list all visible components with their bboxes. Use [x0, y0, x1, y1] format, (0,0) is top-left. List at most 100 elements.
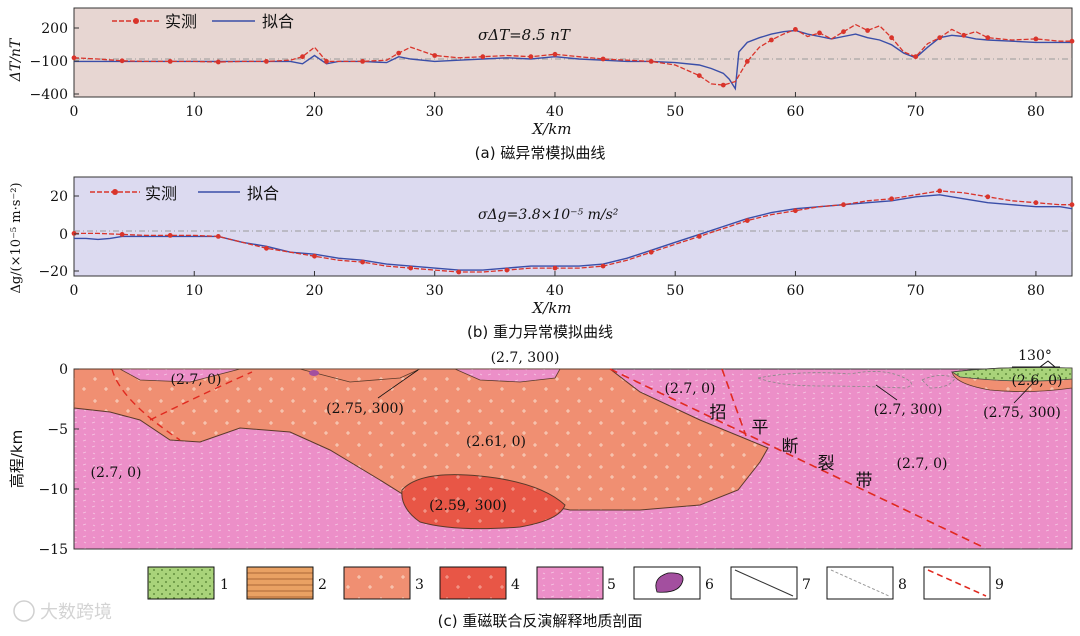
- data-point-measured: [600, 56, 606, 62]
- xtick-label: 80: [1027, 283, 1045, 299]
- fault-line-left: [111, 368, 181, 441]
- inclusion-granite: [299, 368, 421, 383]
- legend-swatch-5: [536, 566, 604, 600]
- xtick-label: 40: [546, 283, 564, 299]
- xtick-label: 60: [787, 104, 805, 120]
- panel-c-ytick: −5: [47, 422, 68, 438]
- xtick-label: 30: [426, 104, 444, 120]
- legend-measured-marker: [112, 189, 118, 195]
- data-point-measured: [167, 233, 173, 238]
- data-point-measured: [1033, 36, 1039, 42]
- legend-label: 3: [415, 577, 424, 593]
- fault-zone-char: 带: [856, 471, 873, 491]
- panel-a-yaxis: 200 −100 −400 ΔT/nT: [8, 21, 79, 103]
- panel-b-ytick: −20: [38, 264, 68, 280]
- data-point-measured: [480, 54, 486, 60]
- xtick-label: 0: [70, 283, 79, 299]
- data-point-measured: [865, 28, 870, 33]
- panel-b-plot-area: [73, 176, 1073, 277]
- data-point-measured: [71, 55, 77, 61]
- data-point-measured: [720, 82, 726, 88]
- panel-a: 200 −100 −400 ΔT/nT 0 10 20 30 40 50 60 70 80 X/…: [8, 7, 1075, 162]
- data-point-measured: [215, 59, 221, 65]
- panel-b-xaxis: 0 10 20 30 40 50 60 70 80: [70, 271, 1045, 299]
- data-point-measured: [600, 263, 606, 269]
- red-body-259: [401, 474, 566, 530]
- body-label: (2.59, 300): [429, 498, 507, 514]
- data-point-measured: [841, 202, 846, 208]
- legend-label: 1: [220, 577, 229, 593]
- data-point-measured: [324, 59, 329, 64]
- legend-label: 5: [607, 577, 616, 593]
- data-point-measured: [504, 267, 510, 273]
- fault-zone-char: 招: [710, 403, 727, 423]
- data-point-measured: [769, 37, 774, 43]
- data-point-measured: [1069, 202, 1075, 208]
- legend-swatch-3: [343, 566, 411, 600]
- panel-c-legend: 1 2 3 4 5 6 7 8 9: [147, 566, 1004, 600]
- legend-label: 2: [318, 577, 327, 593]
- panel-a-ytick: −100: [30, 54, 68, 70]
- inclusion-purple: [309, 370, 319, 376]
- xtick-label: 60: [787, 283, 805, 299]
- watermark-text: 大数跨境: [40, 602, 112, 623]
- data-point-measured: [432, 53, 438, 58]
- data-point-measured: [913, 54, 919, 60]
- xtick-label: 50: [666, 104, 684, 120]
- data-point-measured: [552, 51, 558, 57]
- body-label: (2.7, 0): [171, 372, 222, 388]
- data-point-measured: [793, 27, 798, 32]
- leader-line: [875, 384, 898, 401]
- leader-line: [377, 369, 419, 399]
- data-point-measured: [264, 59, 269, 64]
- data-point-measured: [264, 245, 269, 251]
- panel-b-sigma: σΔg=3.8×10⁻⁵ m/s²: [478, 207, 619, 223]
- panel-c-ytick: −10: [38, 482, 68, 498]
- body-label: (2.7, 0): [665, 381, 716, 397]
- panel-c-ytick: −15: [38, 542, 68, 558]
- angle-arc: [1039, 360, 1056, 368]
- xtick-label: 40: [546, 104, 564, 120]
- data-point-measured: [528, 54, 534, 60]
- legend-label: 7: [802, 577, 811, 593]
- legend-label: 4: [511, 577, 520, 593]
- panel-c-ylabel: 高程/km: [8, 430, 26, 488]
- data-point-measured: [985, 194, 991, 200]
- data-point-measured: [71, 231, 77, 236]
- panel-a-series-group: [71, 23, 1075, 91]
- legend-measured-label: 实测: [145, 184, 177, 203]
- data-point-measured: [360, 259, 365, 265]
- xtick-label: 10: [185, 104, 203, 120]
- legend-label: 6: [705, 577, 714, 593]
- data-point-measured: [552, 265, 558, 271]
- panel-c-caption: (c) 重磁联合反演解释地质剖面: [438, 612, 643, 630]
- sediment-green: [950, 367, 1073, 382]
- data-point-measured: [937, 188, 943, 194]
- panel-a-caption: (a) 磁异常模拟曲线: [475, 144, 606, 162]
- legend-fit-label: 拟合: [262, 12, 294, 31]
- xtick-label: 50: [666, 283, 684, 299]
- data-point-measured: [696, 73, 702, 78]
- series-line-measured: [73, 23, 1072, 86]
- legend-fit-label: 拟合: [247, 184, 279, 203]
- data-point-measured: [408, 265, 414, 271]
- data-point-measured: [889, 35, 894, 41]
- data-point-measured: [744, 218, 750, 224]
- legend-swatch-1: [147, 566, 215, 600]
- inclusion-pink: [454, 368, 561, 383]
- body-label: (2.6, 0): [1012, 373, 1063, 389]
- legend-label: 8: [898, 577, 907, 593]
- angle-label: 130°: [1018, 348, 1052, 364]
- series-line-measured: [74, 190, 1072, 273]
- body-label: (2.75, 300): [326, 401, 404, 417]
- data-point-measured: [215, 234, 221, 239]
- data-point-measured: [985, 35, 991, 41]
- panel-c-ytick: 0: [59, 362, 68, 378]
- data-point-measured: [744, 59, 750, 64]
- panel-b: 20 0 −20 Δg/(×10⁻⁵ m·s⁻²) 0 10 20 30 40 50 60 7…: [9, 176, 1075, 341]
- watermark-logo-icon: [13, 600, 35, 622]
- panel-b-legend: 实测 拟合: [90, 184, 279, 203]
- panel-b-ytick: 0: [59, 227, 68, 243]
- xtick-label: 20: [306, 283, 324, 299]
